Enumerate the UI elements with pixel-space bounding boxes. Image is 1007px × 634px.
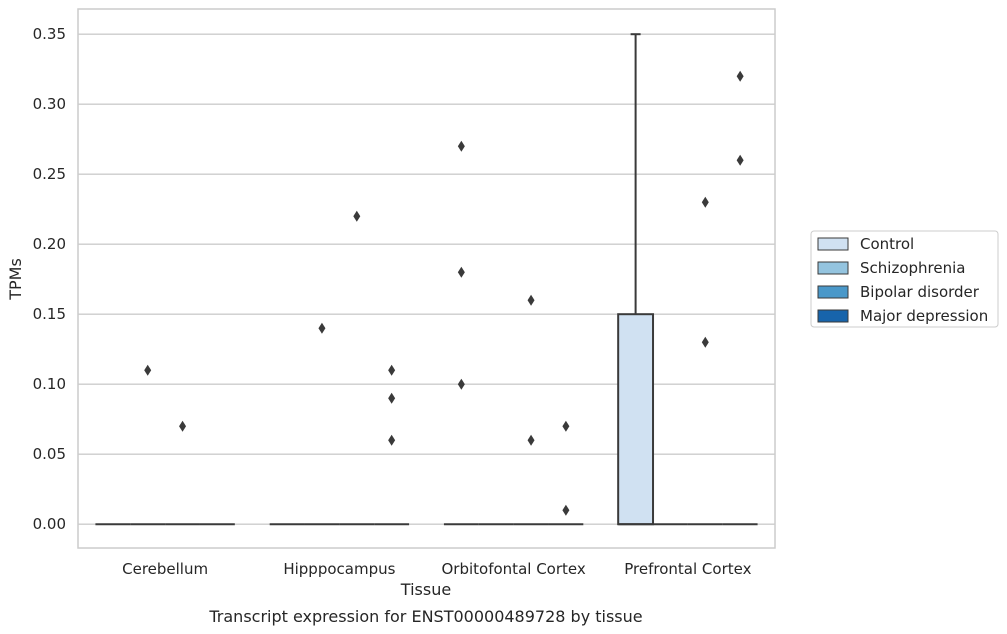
x-axis-label: Tissue: [400, 580, 451, 599]
outlier-point: [736, 154, 744, 166]
outlier-point: [562, 420, 570, 432]
y-tick-label: 0.30: [33, 95, 66, 113]
outlier-point: [562, 504, 570, 516]
outlier-point: [701, 196, 709, 208]
legend-swatch: [817, 285, 849, 299]
y-tick-label: 0.35: [33, 25, 66, 43]
outlier-point: [527, 294, 535, 306]
outlier-point: [388, 364, 396, 376]
outlier-point: [457, 266, 465, 278]
outlier-point: [144, 364, 152, 376]
box-marks: [95, 33, 758, 526]
y-tick-label: 0.15: [33, 305, 66, 323]
outlier-point: [527, 434, 535, 446]
legend-swatch: [817, 237, 849, 251]
x-tick-labels: Cerebellum Hipppocampus Orbitofontal Corte…: [122, 560, 751, 578]
y-tick-label: 0.00: [33, 515, 66, 533]
outlier-point: [353, 210, 361, 222]
outlier-point: [318, 322, 326, 334]
y-axis-label: TPMs: [6, 258, 25, 301]
y-tick-label: 0.10: [33, 375, 66, 393]
outlier-point: [388, 392, 396, 404]
outlier-point: [388, 434, 396, 446]
legend-label: Schizophrenia: [860, 259, 965, 277]
gridlines: [78, 33, 775, 525]
x-tick-label: Orbitofontal Cortex: [442, 560, 586, 578]
legend-frame: [810, 230, 999, 328]
legend-swatch: [817, 261, 849, 275]
x-tick-label: Prefrontal Cortex: [624, 560, 751, 578]
outlier-point: [701, 336, 709, 348]
legend-label: Bipolar disorder: [860, 283, 980, 301]
y-tick-label: 0.05: [33, 445, 66, 463]
legend-label: Major depression: [860, 307, 988, 325]
x-tick-label: Cerebellum: [122, 560, 208, 578]
outlier-point: [179, 420, 187, 432]
plot-area: [77, 8, 776, 549]
chart-caption: Transcript expression for ENST0000048972…: [208, 607, 642, 626]
y-tick-label: 0.20: [33, 235, 66, 253]
legend-swatch: [817, 309, 849, 323]
legend-label: Control: [860, 235, 914, 253]
box: [617, 313, 655, 526]
outlier-point: [736, 70, 744, 82]
outlier-point: [457, 378, 465, 390]
x-tick-label: Hipppocampus: [283, 560, 395, 578]
outlier-point: [457, 140, 465, 152]
y-tick-label: 0.25: [33, 165, 66, 183]
y-tick-labels: 0.00 0.05 0.10 0.15 0.20 0.25 0.30 0.35: [33, 25, 66, 533]
legend: Control Schizophrenia Bipolar disorder Majo…: [810, 230, 999, 328]
